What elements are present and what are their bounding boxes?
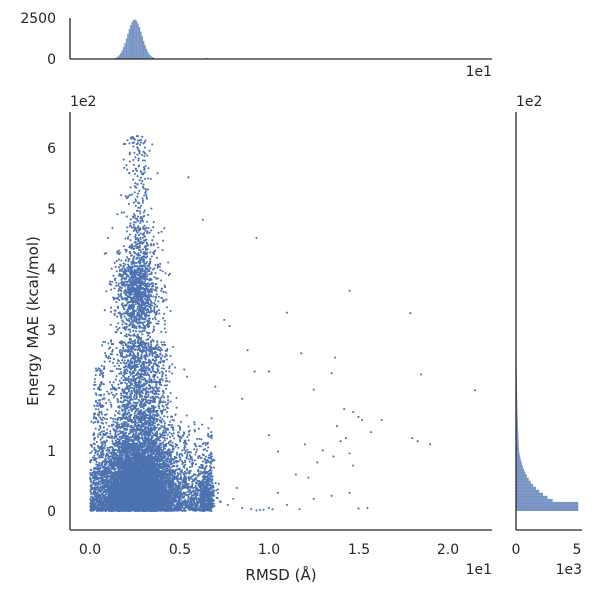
top-marginal-bar xyxy=(145,48,148,59)
scatter-point xyxy=(167,465,170,468)
top-marginal-bar xyxy=(138,27,141,59)
top-marginal-bar xyxy=(134,19,136,59)
scatter-point xyxy=(172,419,176,422)
scatter-point xyxy=(106,446,109,449)
scatter-point xyxy=(111,417,115,420)
scatter-point xyxy=(162,441,165,444)
scatter-point xyxy=(93,443,96,446)
scatter-point xyxy=(105,449,108,452)
top-marginal-bar xyxy=(142,40,145,59)
scatter-point xyxy=(100,430,103,433)
scatter-point xyxy=(91,456,95,459)
scatter-point xyxy=(106,428,109,431)
top-marginal-bar xyxy=(151,57,154,59)
scatter-point xyxy=(129,435,132,439)
top-marginal-bar xyxy=(128,29,131,59)
scatter-point xyxy=(171,465,174,468)
top-marginal-bar xyxy=(150,55,152,59)
top-marginal-bar xyxy=(140,31,142,59)
scatter-point xyxy=(118,429,121,432)
scatter-point xyxy=(164,469,167,472)
top-marginal-bar xyxy=(144,45,146,59)
top-marginal-bar xyxy=(130,25,132,59)
top-marginal-bar xyxy=(141,36,143,59)
scatter-point xyxy=(171,434,174,437)
scatter-point xyxy=(150,454,154,458)
top-marginal-bar xyxy=(137,23,139,59)
top-marginal-bar xyxy=(125,38,128,59)
scatter-point xyxy=(109,430,112,433)
top-marginal-histogram: 2500 0 1e1 xyxy=(20,11,492,80)
scatter-point xyxy=(176,471,179,475)
scatter-point xyxy=(149,451,152,454)
top-marginal-bar xyxy=(147,51,149,59)
scatter-point xyxy=(109,432,112,435)
scatter-point xyxy=(114,421,117,424)
scatter-point xyxy=(141,452,144,455)
top-marginal-tick-label-2500: 2500 xyxy=(20,11,56,27)
top-marginal-bar xyxy=(121,50,123,59)
scatter-point xyxy=(91,477,94,480)
top-marginal-bar xyxy=(117,56,119,59)
scatter-point xyxy=(161,417,164,421)
top-marginal-bar xyxy=(132,19,135,59)
top-marginal-bar xyxy=(135,20,138,59)
scatter-point xyxy=(171,462,174,465)
scatter-point xyxy=(118,454,121,457)
scatter-point xyxy=(89,452,92,455)
scatter-point xyxy=(107,450,110,453)
scatter-point xyxy=(94,427,97,430)
scatter-point xyxy=(173,437,176,440)
scatter-point xyxy=(173,464,176,468)
top-marginal-bar xyxy=(131,21,133,59)
main-scatter-plot: 1e2 1e1 0.0 0.5 1.0 1.5 2.0 0 1 2 3 4 5 … xyxy=(24,94,492,584)
scatter-point xyxy=(89,472,92,475)
scatter-points xyxy=(89,134,476,513)
top-marginal-tick-label-0: 0 xyxy=(47,52,56,68)
top-marginal-bar xyxy=(148,54,151,59)
top-marginal-offset-label: 1e1 xyxy=(466,64,492,80)
scatter-point xyxy=(166,395,169,398)
top-marginal-bar xyxy=(124,43,126,59)
top-marginal-bar xyxy=(127,33,129,59)
top-marginal-bar xyxy=(115,57,118,59)
top-marginal-bars xyxy=(110,19,215,59)
top-marginal-bar xyxy=(118,55,121,59)
scatter-point xyxy=(109,370,112,373)
top-marginal-bar xyxy=(122,47,125,59)
top-marginal-bar xyxy=(120,53,122,59)
scatter-point xyxy=(165,410,168,414)
